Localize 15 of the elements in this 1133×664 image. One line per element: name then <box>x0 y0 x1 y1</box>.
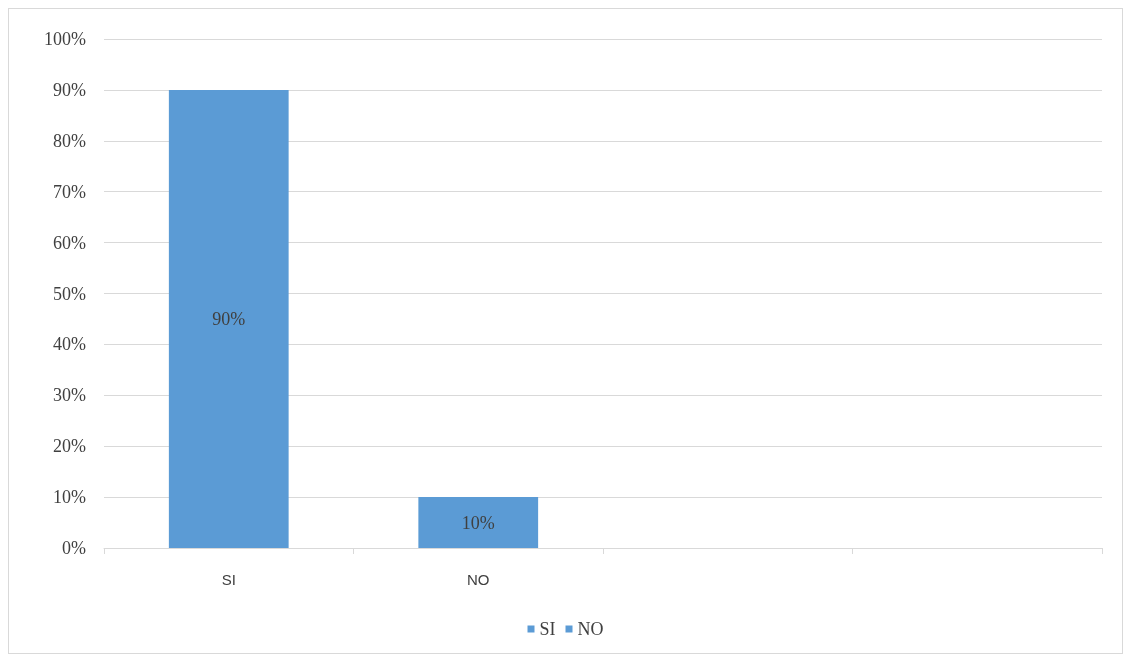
y-tick-label: 60% <box>53 232 86 253</box>
data-label: 90% <box>212 308 246 329</box>
y-tick-label: 50% <box>53 283 86 304</box>
y-tick-label: 90% <box>53 79 86 100</box>
y-tick-label: 40% <box>53 334 86 355</box>
legend-label: SI <box>539 619 556 639</box>
y-tick-label: 20% <box>53 436 86 457</box>
y-tick-label: 30% <box>53 385 86 406</box>
y-tick-label: 100% <box>44 29 86 49</box>
y-tick-label: 0% <box>62 538 86 558</box>
y-tick-label: 80% <box>53 130 86 151</box>
data-label: 10% <box>461 512 495 533</box>
y-tick-label: 10% <box>53 487 86 508</box>
legend-label: NO <box>577 619 604 639</box>
y-tick-label: 70% <box>53 181 86 202</box>
